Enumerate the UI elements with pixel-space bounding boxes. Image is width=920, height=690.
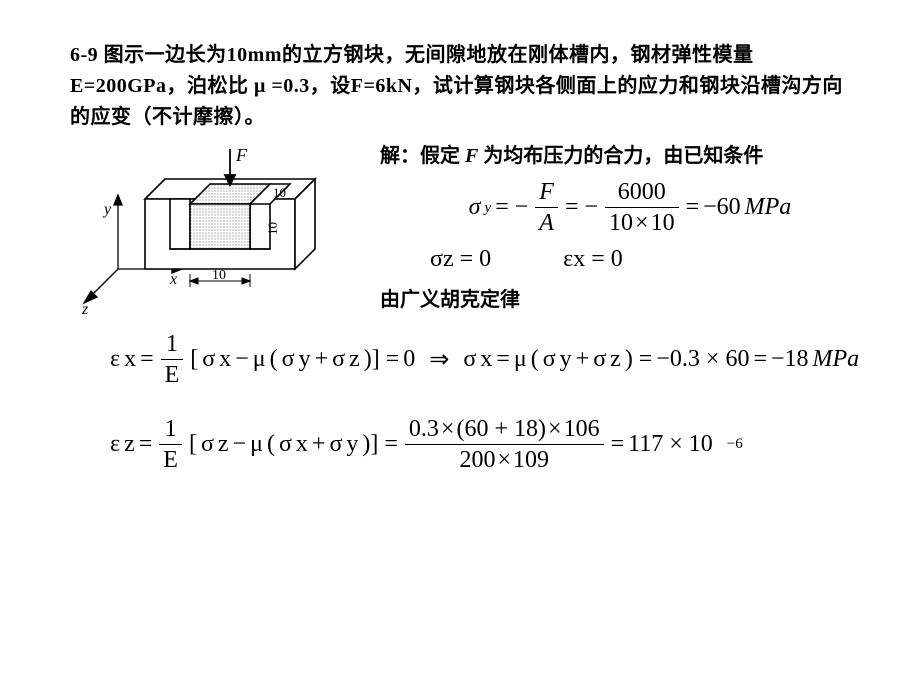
ez-nce: 6 [588,416,600,442]
heading-F: F [465,145,478,167]
ez-sx-sub: x [296,431,308,458]
dim-side: 10 [265,222,280,235]
ez-sx: σ [279,431,292,458]
calc-b: 60 [725,346,749,373]
ex-sz: σ [332,346,345,373]
ex-lhs-sub: x [124,346,136,373]
ex-sub: x [573,246,585,272]
dim-top: 10 [273,185,286,200]
page: 6-9 图示一边长为10mm的立方钢块，无间隙地放在刚体槽内，钢材弹性模量E=2… [0,0,920,690]
sy-sym: σ [469,193,481,222]
ez-nb1: 60 [464,416,488,442]
ex-sz-sub: z [349,346,360,373]
ex-E: E [161,360,184,390]
eq-zeros: σz = 0 εx = 0 [430,246,850,273]
heading-suffix: 为均布压力的合力，由已知条件 [478,145,763,167]
ez-db: 10 [513,447,537,473]
ex-res: −18 [771,346,809,373]
sz-sub: z [443,246,454,272]
sy-sub: y [485,199,492,217]
problem-statement: 6-9 图示一边长为10mm的立方钢块，无间隙地放在刚体槽内，钢材弹性模量E=2… [70,40,850,133]
implies-arrow: ⇒ [429,345,449,374]
ez-one: 1 [161,414,181,444]
eq-eps-x: εx = 1 E [ σx − μ ( σy + σz )] = 0 ⇒ σx … [110,329,850,390]
solution-column: 解：假定 F 为均布压力的合力，由已知条件 σy = − F A = − 600… [350,139,850,318]
sy-da: 10 [609,210,633,236]
sx2-sub: x [480,346,492,373]
ex-sx-sub: x [219,346,231,373]
sz-sym: σ [430,246,443,272]
axis-y-label: y [102,201,112,218]
force-label: F [235,145,248,165]
ez-nc: 10 [564,416,588,442]
ez-mu: μ [250,431,263,458]
ez-nb2: 18 [514,416,538,442]
axis-x-label: x [169,271,177,288]
sz-val: 0 [479,246,491,272]
solution-heading: 解：假定 F 为均布压力的合力，由已知条件 [380,141,850,171]
ez-E: E [159,445,182,475]
eq-eps-z: εz = 1 E [ σz − μ ( σx + σy )] = 0.3×(60… [110,414,850,475]
hooke-heading: 由广义胡克定律 [380,283,850,312]
ez-sy: σ [329,431,342,458]
sy-num: 6000 [614,177,670,207]
ex-mu: μ [253,346,266,373]
sx2: σ [463,346,476,373]
ez-sz: σ [201,431,214,458]
calc-a: −0.3 [656,346,700,373]
ez-sy-sub: y [346,431,358,458]
axis-z-label: z [81,301,89,318]
dim-bottom: 10 [212,268,226,283]
ex-sx: σ [202,346,215,373]
figure-svg: y x z [70,139,340,319]
ez-rb: 10 [689,431,713,458]
ex-rhs0: 0 [403,346,415,373]
sz2-sub: z [610,346,621,373]
heading-prefix: 解：假定 [380,145,465,167]
sy-unit: MPa [745,193,792,222]
ex-one: 1 [162,329,182,359]
ex-lhs: ε [110,346,120,373]
figure-and-first-lines: y x z [70,139,850,319]
sz2: σ [593,346,606,373]
ez-lhs: ε [110,431,120,458]
ex-sy: σ [282,346,295,373]
ez-na: 0.3 [409,416,439,442]
sy2: σ [543,346,556,373]
mu2: μ [514,346,527,373]
sy2-sub: y [560,346,572,373]
sy-db: 10 [651,210,675,236]
sy-res: −60 [703,193,741,222]
ez-lhs-sub: z [124,431,135,458]
ex-sym: ε [563,246,573,272]
figure-wrapper: y x z [70,139,350,319]
ex-unit: MPa [813,346,860,373]
eq-sigma-y: σy = − F A = − 6000 10×10 = −60MPa [410,177,850,238]
sy-F: F [535,177,558,207]
ez-da: 200 [459,447,495,473]
ez-sz-sub: z [218,431,229,458]
ex-sy-sub: y [299,346,311,373]
ex-val: 0 [611,246,623,272]
ez-ra: 117 [628,431,663,458]
ez-dbe: 9 [537,447,549,473]
sy-A: A [535,208,558,238]
ez-re: −6 [727,436,743,453]
